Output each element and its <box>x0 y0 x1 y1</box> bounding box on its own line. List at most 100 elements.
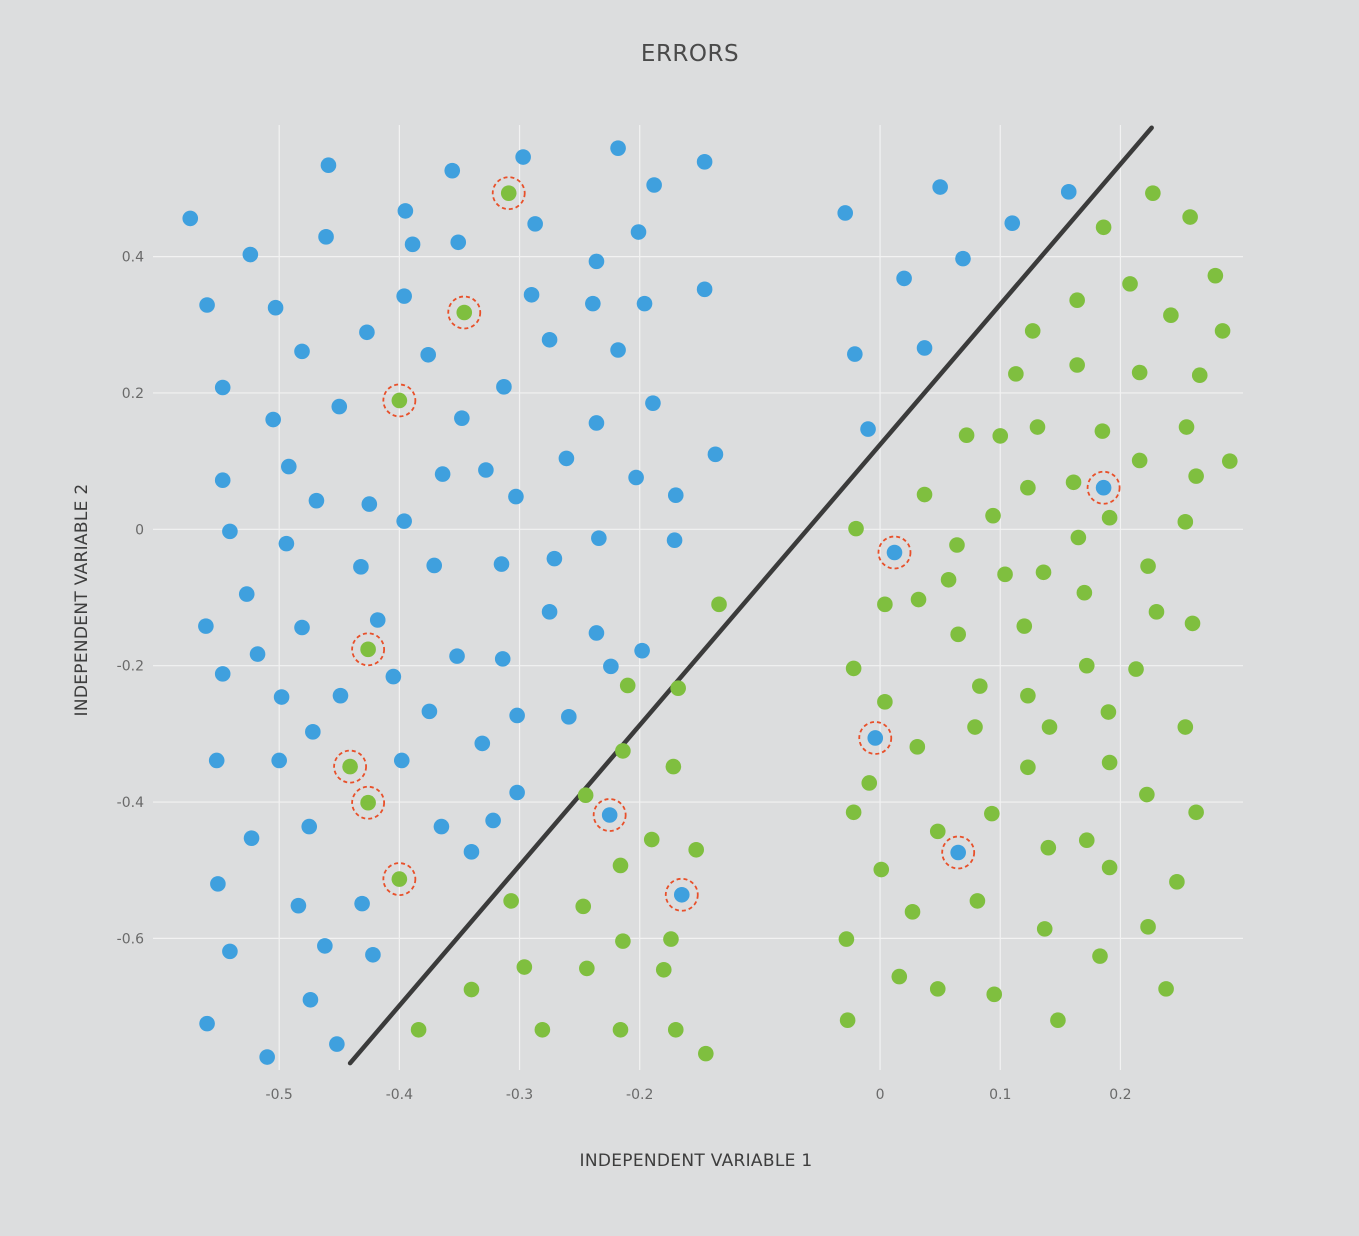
blue-point <box>1060 184 1077 200</box>
blue-point <box>267 299 284 316</box>
green-point <box>1020 759 1036 776</box>
blue-point <box>294 343 310 360</box>
green-point <box>1020 687 1036 704</box>
blue-point <box>636 295 653 312</box>
blue-point <box>238 586 255 602</box>
green-point <box>698 1045 714 1062</box>
blue-point <box>496 379 512 395</box>
blue-point <box>588 625 605 641</box>
green-point <box>1191 367 1208 384</box>
blue-point <box>396 513 412 529</box>
green-point <box>949 537 965 553</box>
green-point <box>1122 276 1138 292</box>
error-ring <box>351 632 386 667</box>
green-point <box>643 831 660 848</box>
green-point <box>1169 874 1185 890</box>
blue-point <box>393 752 410 769</box>
blue-point <box>634 642 650 659</box>
blue-point <box>558 450 575 467</box>
green-point <box>1016 618 1033 634</box>
blue-point <box>485 812 501 829</box>
blue-point <box>450 234 467 251</box>
blue-point <box>222 523 238 540</box>
blue-point <box>478 462 494 478</box>
blue-point <box>243 830 260 846</box>
green-point <box>838 931 855 947</box>
blue-point <box>494 651 511 667</box>
green-point <box>391 871 408 887</box>
blue-point <box>444 162 461 179</box>
error-ring <box>592 798 627 832</box>
blue-point <box>214 379 231 396</box>
blue-point <box>707 446 724 463</box>
blue-point <box>210 876 226 892</box>
error-ring <box>382 383 417 418</box>
error-ring <box>664 877 699 912</box>
blue-point <box>214 666 231 682</box>
blue-point <box>271 752 287 769</box>
green-point <box>916 486 933 503</box>
chart-title: ERRORS <box>641 41 739 67</box>
blue-point <box>916 340 933 356</box>
gridlines <box>153 125 1243 1070</box>
blue-point <box>628 469 644 486</box>
blue-point <box>199 1015 215 1032</box>
green-point <box>1188 468 1204 484</box>
blue-point <box>421 703 438 720</box>
green-point <box>1076 584 1093 601</box>
green-point <box>1101 859 1118 876</box>
tick-labels: -0.5 -0.4 -0.3 -0.2 0 0.1 0.2 0.4 0.2 0 -0.2 -0.4 -0… <box>117 250 1132 1103</box>
green-point <box>503 893 519 909</box>
blue-point <box>222 943 238 960</box>
green-point <box>1095 219 1112 236</box>
green-point <box>958 427 975 444</box>
blue-point <box>242 246 259 263</box>
blue-point <box>317 938 333 954</box>
green-point <box>615 933 631 949</box>
green-point <box>985 507 1001 524</box>
green-point <box>967 719 983 735</box>
blue-point <box>359 324 375 341</box>
green-point <box>1078 832 1095 849</box>
blue-point <box>955 250 971 267</box>
green-point <box>1092 948 1108 964</box>
blue-point <box>259 1049 275 1065</box>
y-tick-label: -0.2 <box>117 659 144 675</box>
green-point <box>1069 357 1085 373</box>
green-point <box>1029 419 1046 435</box>
green-point <box>575 898 592 915</box>
blue-point <box>320 157 337 174</box>
blue-point <box>667 487 684 504</box>
blue-point <box>208 752 225 769</box>
blue-point <box>329 1036 345 1052</box>
blue-point <box>404 236 421 253</box>
x-tick-label: -0.4 <box>386 1087 413 1103</box>
green-point <box>1163 307 1179 324</box>
blue-point <box>932 179 948 195</box>
blue-point <box>847 346 863 362</box>
blue-point <box>199 297 215 313</box>
green-point <box>1158 981 1174 997</box>
green-point <box>1131 364 1148 381</box>
blue-point <box>523 286 540 303</box>
green-point <box>612 857 629 874</box>
green-point <box>1100 704 1117 720</box>
blue-point <box>860 421 876 437</box>
x-tick-label: -0.5 <box>266 1087 293 1103</box>
blue-point <box>385 668 402 685</box>
green-point <box>839 1012 856 1029</box>
green-point <box>500 185 517 201</box>
blue-point <box>610 140 626 156</box>
blue-point <box>645 395 661 411</box>
green-point <box>891 968 908 985</box>
green-point <box>1008 366 1024 382</box>
green-point <box>1207 267 1224 284</box>
green-point <box>391 392 408 409</box>
blue-point <box>290 897 307 914</box>
blue-point <box>867 730 884 746</box>
error-ring <box>877 535 912 570</box>
green-point <box>1020 479 1036 496</box>
green-point <box>1140 558 1156 574</box>
green-point <box>688 841 704 858</box>
x-axis-label: INDEPENDENT VARIABLE 1 <box>580 1151 813 1171</box>
